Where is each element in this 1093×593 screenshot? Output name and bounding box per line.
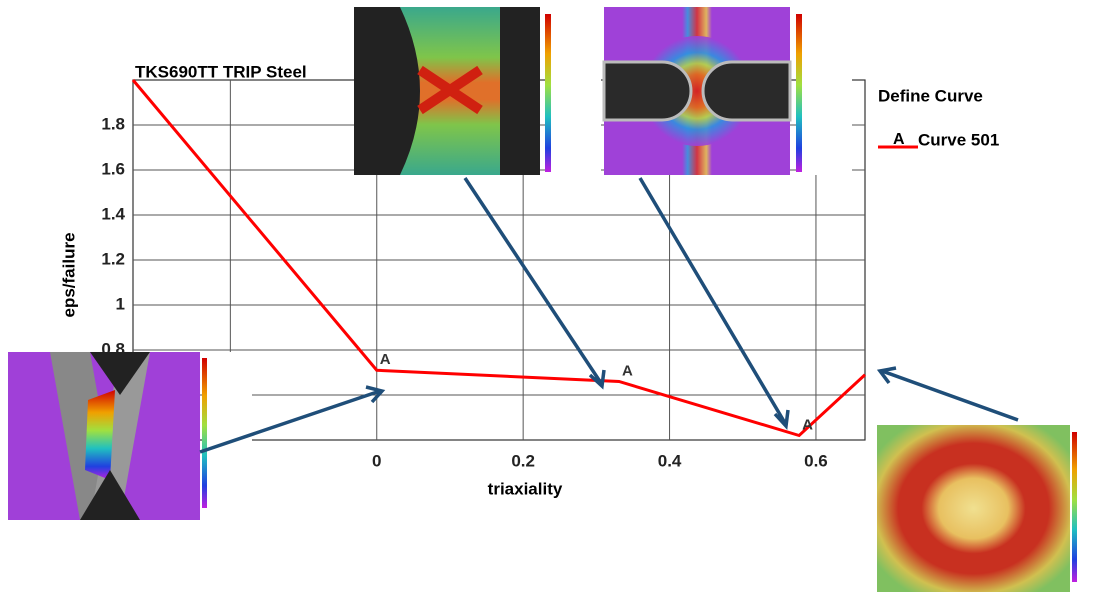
- insets: [8, 7, 1077, 592]
- inset-shear: [354, 7, 601, 175]
- y-tick-label: 1.8: [101, 114, 125, 133]
- x-tick-label: 0.6: [804, 451, 828, 470]
- inset-shear-band: [8, 352, 252, 520]
- y-tick-label: 1: [116, 294, 125, 313]
- legend-label: Curve 501: [918, 130, 999, 149]
- x-tick-label: 0.4: [658, 451, 682, 470]
- y-tick-label: 1.2: [101, 249, 125, 268]
- y-tick-label: 1.4: [101, 204, 125, 223]
- x-axis-label: triaxiality: [488, 479, 563, 498]
- chart-title: TKS690TT TRIP Steel: [135, 62, 307, 81]
- plot: TKS690TT TRIP Steel Define Curve triaxia…: [59, 62, 999, 498]
- arrows: [199, 177, 1019, 454]
- legend-title: Define Curve: [878, 86, 983, 105]
- x-tick-label: 0.2: [511, 451, 535, 470]
- legend-marker-label: A: [893, 131, 905, 148]
- point-marker-label: A: [802, 416, 813, 433]
- point-marker-label: A: [622, 362, 633, 379]
- inset-notch: [602, 7, 852, 175]
- y-axis-label: eps/failure: [59, 232, 78, 317]
- y-tick-label: 1.6: [101, 159, 125, 178]
- curve: [131, 79, 867, 438]
- point-marker-label: A: [380, 351, 391, 368]
- inset-biaxial: [877, 425, 1077, 592]
- x-tick-label: 0: [372, 451, 381, 470]
